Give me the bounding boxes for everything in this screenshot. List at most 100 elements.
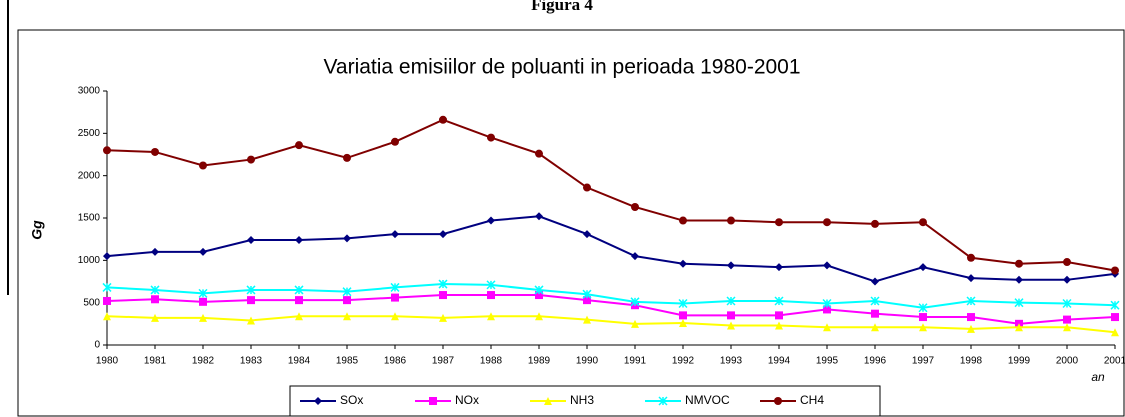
marker (1063, 315, 1071, 324)
x-tick-label: 1983 (240, 356, 263, 367)
legend-label: SOx (340, 393, 363, 407)
marker (583, 315, 591, 324)
marker (871, 277, 879, 286)
y-tick-label: 3000 (78, 86, 101, 97)
marker (678, 298, 688, 309)
legend-label: NMVOC (685, 393, 730, 407)
legend-marker (658, 396, 668, 406)
marker (1110, 300, 1120, 310)
series-line (106, 283, 1116, 309)
marker (823, 323, 831, 332)
marker (967, 313, 975, 322)
marker (391, 137, 399, 146)
marker (295, 312, 303, 321)
marker (535, 149, 543, 158)
figure-label: Figura 4 (531, 0, 593, 14)
x-tick-label: 1997 (912, 356, 935, 367)
y-tick-label: 2000 (78, 170, 101, 181)
marker (1063, 275, 1071, 284)
marker (198, 288, 208, 298)
marker (967, 253, 975, 262)
x-tick-label: 1981 (144, 356, 167, 367)
marker (247, 236, 255, 245)
marker (775, 218, 783, 227)
marker (103, 146, 111, 155)
marker (487, 216, 495, 225)
marker (775, 321, 783, 330)
marker (1015, 259, 1023, 268)
x-tick-label: 1993 (720, 356, 743, 367)
marker (103, 252, 111, 261)
x-tick-label: 1985 (336, 356, 359, 367)
marker (295, 141, 303, 150)
marker (342, 287, 352, 297)
legend-marker (429, 397, 437, 405)
marker (103, 312, 111, 321)
marker (246, 285, 256, 295)
x-tick-label: 1984 (288, 356, 311, 367)
marker (1062, 298, 1072, 309)
legend-marker (314, 397, 322, 405)
marker (1063, 323, 1071, 332)
marker (150, 285, 160, 295)
x-tick-label: 2001 (1104, 356, 1125, 367)
marker (919, 313, 927, 322)
marker (343, 234, 351, 243)
marker (870, 296, 880, 306)
marker (487, 312, 495, 321)
x-tick-label: 1989 (528, 356, 551, 367)
marker (534, 285, 544, 295)
x-tick-label: 1980 (96, 356, 119, 367)
marker (871, 323, 879, 332)
x-tick-label: 1999 (1008, 356, 1031, 367)
marker (535, 291, 543, 300)
marker (727, 261, 735, 270)
marker (103, 296, 111, 305)
marker (871, 219, 879, 228)
marker (1015, 323, 1023, 332)
marker (727, 216, 735, 225)
marker (727, 311, 735, 320)
marker (391, 230, 399, 239)
marker (631, 252, 639, 261)
marker (631, 319, 639, 328)
x-tick-label: 2000 (1056, 356, 1079, 367)
series-line (106, 118, 1116, 272)
marker (823, 261, 831, 270)
y-tick-label: 1000 (78, 255, 101, 266)
marker (343, 312, 351, 321)
x-tick-label: 1996 (864, 356, 887, 367)
marker (1111, 328, 1119, 337)
y-tick-label: 2500 (78, 128, 101, 139)
marker (871, 309, 879, 318)
y-axis-label: Gg (29, 220, 45, 240)
x-tick-label: 1994 (768, 356, 791, 367)
marker (390, 282, 400, 292)
marker (775, 311, 783, 320)
marker (535, 312, 543, 321)
legend-label: NH3 (570, 393, 594, 407)
marker (919, 218, 927, 227)
marker (1063, 258, 1071, 267)
x-axis-label: an (1091, 370, 1105, 384)
marker (343, 153, 351, 162)
x-tick-label: 1998 (960, 356, 983, 367)
marker (439, 291, 447, 300)
marker (1111, 313, 1119, 322)
marker (679, 311, 687, 320)
marker (199, 247, 207, 256)
marker (822, 298, 832, 309)
y-tick-label: 0 (94, 340, 100, 351)
x-tick-label: 1995 (816, 356, 839, 367)
marker (1015, 275, 1023, 284)
marker (967, 324, 975, 333)
marker (486, 280, 496, 290)
x-tick-label: 1992 (672, 356, 695, 367)
marker (679, 216, 687, 225)
x-tick-label: 1990 (576, 356, 599, 367)
series-line (106, 315, 1116, 334)
legend-label: CH4 (800, 393, 824, 407)
marker (102, 282, 112, 292)
marker (679, 318, 687, 327)
marker (966, 296, 976, 306)
